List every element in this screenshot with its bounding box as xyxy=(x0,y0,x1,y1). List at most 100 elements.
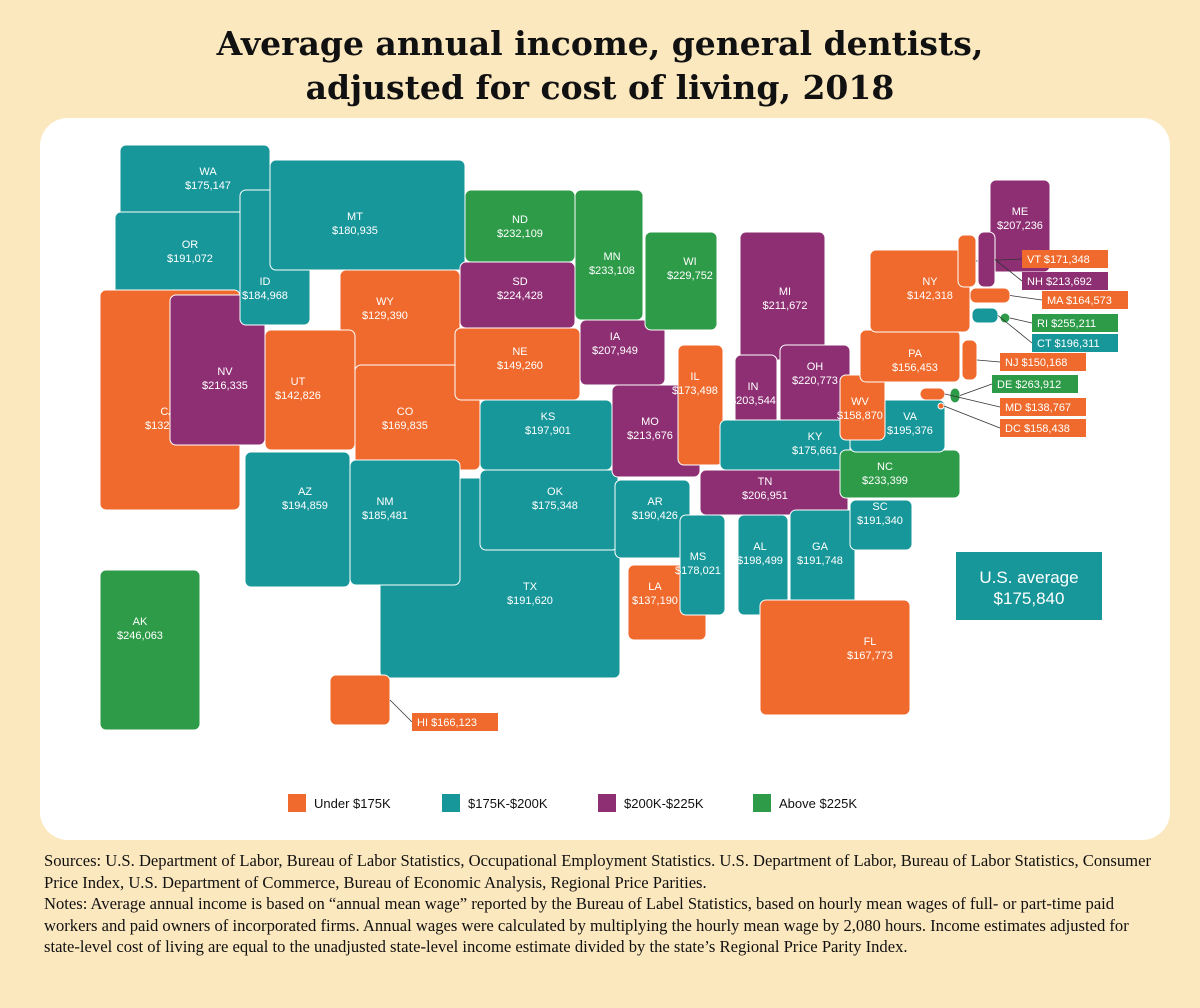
state xyxy=(269,159,466,271)
state-income: $150,168 xyxy=(1022,357,1068,369)
callout-box xyxy=(1022,250,1108,268)
state-abbr: AK xyxy=(133,616,148,628)
state-income: $178,021 xyxy=(675,565,721,577)
state-income: $191,748 xyxy=(797,555,843,567)
state-abbr: SD xyxy=(512,276,527,288)
callout-line xyxy=(943,405,1001,429)
state-income: $175,661 xyxy=(792,445,838,457)
state-abbr: MI xyxy=(779,286,791,298)
state-abbr: ND xyxy=(512,214,528,226)
state xyxy=(349,459,461,586)
state-abbr: KS xyxy=(541,411,556,423)
callout-box xyxy=(1032,314,1118,332)
state-abbr: NV xyxy=(217,366,233,378)
state-income: $175,348 xyxy=(532,500,578,512)
callout-label: DE $263,912 xyxy=(997,379,1061,391)
legend-swatch xyxy=(442,794,460,812)
state-abbr: AZ xyxy=(298,486,312,498)
state-income: $190,426 xyxy=(632,510,678,522)
average-box xyxy=(956,552,1102,620)
state-income: $149,260 xyxy=(497,360,543,372)
state-abbr: VT xyxy=(1027,254,1041,266)
callout-label: DC $158,438 xyxy=(1005,423,1070,435)
state-income: $191,340 xyxy=(857,515,903,527)
sources: Sources: U.S. Department of Labor, Burea… xyxy=(44,851,1151,892)
state-income: $203,544 xyxy=(730,395,776,407)
legend-label: Above $225K xyxy=(779,796,857,811)
state xyxy=(961,339,978,381)
state-abbr: OH xyxy=(807,361,824,373)
state-abbr: FL xyxy=(864,636,877,648)
callout-box xyxy=(1000,353,1086,371)
state xyxy=(679,514,726,616)
state xyxy=(244,451,351,588)
callout-label: CT $196,311 xyxy=(1037,338,1100,350)
callout-label: VT $171,348 xyxy=(1027,254,1090,266)
state-abbr: MA xyxy=(1047,295,1064,307)
title-line: Average annual income, general dentists, xyxy=(216,24,984,63)
callout-line xyxy=(1009,295,1043,301)
state-income: $166,123 xyxy=(431,717,477,729)
state-abbr: CO xyxy=(397,406,414,418)
state-abbr: NH xyxy=(1027,276,1043,288)
state-abbr: MO xyxy=(641,416,659,428)
state-abbr: CT xyxy=(1037,338,1052,350)
state-income: $191,620 xyxy=(507,595,553,607)
footer: Sources: U.S. Department of Labor, Burea… xyxy=(44,850,1164,958)
state-abbr: IN xyxy=(748,381,759,393)
state-income: $263,912 xyxy=(1015,379,1061,391)
state-income: $171,348 xyxy=(1044,254,1090,266)
callout-label: MA $164,573 xyxy=(1047,295,1112,307)
state-income: $129,390 xyxy=(362,310,408,322)
state-income: $158,438 xyxy=(1024,423,1070,435)
state-abbr: MD xyxy=(1005,402,1022,414)
state-income: $195,376 xyxy=(887,425,933,437)
state xyxy=(644,231,718,331)
state-abbr: PA xyxy=(908,348,923,360)
state-abbr: TX xyxy=(523,581,538,593)
state-income: $137,190 xyxy=(632,595,678,607)
state-abbr: UT xyxy=(291,376,306,388)
state xyxy=(969,287,1011,304)
state-income: $213,676 xyxy=(627,430,673,442)
callout-label: RI $255,211 xyxy=(1037,318,1096,330)
state-abbr: WV xyxy=(851,396,869,408)
callout-box xyxy=(1042,291,1128,309)
state-income: $197,901 xyxy=(525,425,571,437)
state xyxy=(989,179,1051,273)
state-abbr: WA xyxy=(199,166,217,178)
state-income: $156,453 xyxy=(892,362,938,374)
state-abbr: VA xyxy=(903,411,918,423)
state-abbr: IA xyxy=(610,331,621,343)
state-abbr: OR xyxy=(182,239,199,251)
state-abbr: IL xyxy=(690,371,699,383)
callout-line xyxy=(959,383,993,396)
state-income: $216,335 xyxy=(202,380,248,392)
state xyxy=(957,234,977,288)
callout-box xyxy=(412,713,498,731)
state-income: $224,428 xyxy=(497,290,543,302)
state-income: $194,859 xyxy=(282,500,328,512)
state-income: $246,063 xyxy=(117,630,163,642)
callout-box xyxy=(992,375,1078,393)
state-income: $142,826 xyxy=(275,390,321,402)
state-abbr: RI xyxy=(1037,318,1048,330)
state-income: $213,692 xyxy=(1046,276,1092,288)
legend-swatch xyxy=(288,794,306,812)
state-abbr: LA xyxy=(648,581,662,593)
title-line: adjusted for cost of living, 2018 xyxy=(305,68,895,107)
callout-line xyxy=(994,259,1023,282)
callout-box xyxy=(1032,334,1118,352)
state-income: $198,499 xyxy=(737,555,783,567)
average-label: U.S. average xyxy=(979,568,1078,587)
state-abbr: ME xyxy=(1012,206,1029,218)
state-abbr: MS xyxy=(690,551,707,563)
callout-line xyxy=(389,699,413,723)
state-abbr: NC xyxy=(877,461,893,473)
state-abbr: SC xyxy=(872,501,887,513)
state xyxy=(677,344,724,466)
state-abbr: MN xyxy=(603,251,620,263)
state xyxy=(919,387,946,401)
